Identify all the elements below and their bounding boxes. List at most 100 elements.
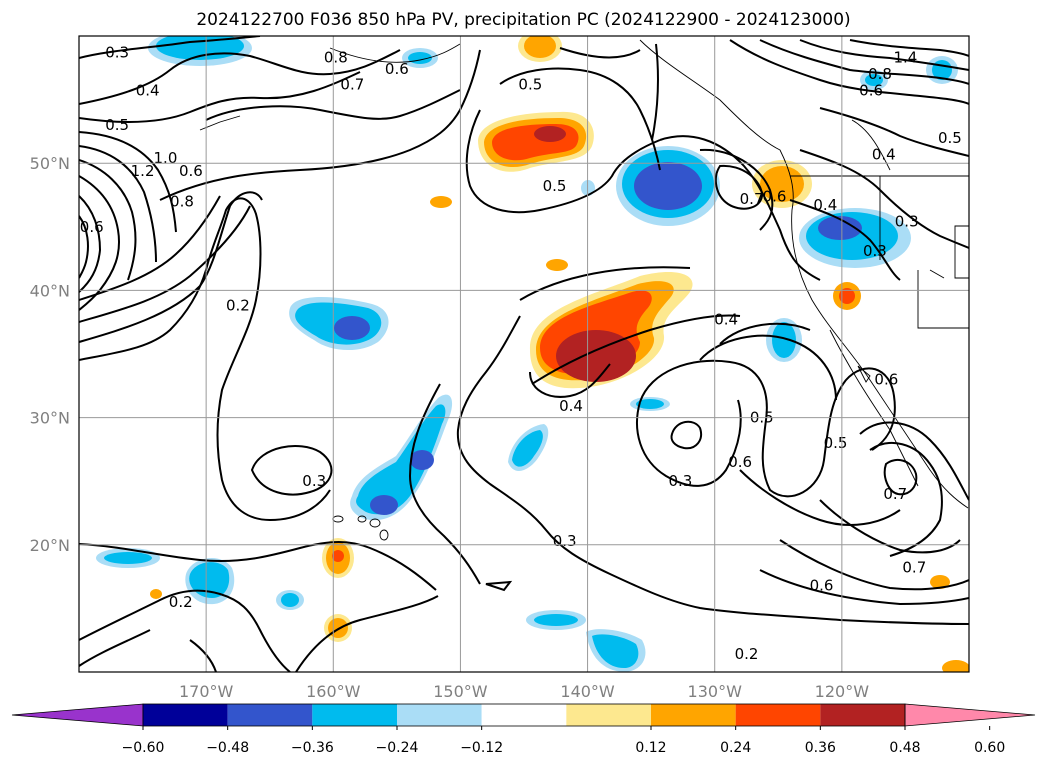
shade-positive — [942, 660, 969, 672]
contour-label: 0.6 — [763, 187, 787, 205]
contour-label: 0.6 — [859, 82, 883, 100]
shade-negative-strong — [370, 495, 398, 515]
shade-negative — [512, 430, 543, 467]
contour-line — [189, 639, 217, 672]
map-frame — [78, 35, 970, 673]
contour-label: 0.2 — [735, 645, 759, 663]
shade-positive — [524, 36, 556, 58]
contour-line — [79, 145, 157, 263]
shade-negative — [189, 562, 230, 598]
shade-positive — [930, 575, 950, 589]
contour-line — [714, 164, 764, 210]
contour-label: 0.6 — [874, 370, 898, 388]
contour-line — [869, 441, 943, 557]
contour-line — [79, 195, 102, 293]
contour-line — [670, 420, 702, 450]
shade-positive-max — [556, 330, 636, 382]
longitude-tick-label: 170°W — [179, 682, 234, 701]
contour-line — [636, 399, 742, 487]
contour-line — [729, 39, 969, 105]
shade-negative — [356, 404, 446, 515]
contour-line — [465, 109, 661, 214]
shade-negative — [636, 399, 664, 409]
contour-label: 0.4 — [559, 397, 583, 415]
contour-label: 0.5 — [543, 177, 567, 195]
contour-line — [79, 159, 137, 281]
latitude-labels: 50°N 40°N 30°N 20°N — [30, 154, 70, 555]
contour-line — [79, 205, 251, 323]
latitude-tick-label: 40°N — [30, 281, 70, 300]
colorbar-tick-label: 0.48 — [889, 740, 920, 756]
longitude-tick-label: 160°W — [306, 682, 361, 701]
contour-line — [739, 469, 901, 526]
contour-label: 0.7 — [340, 75, 364, 93]
colorbar-tick-label: −0.48 — [206, 740, 249, 756]
colorbar-tick-label: −0.36 — [291, 740, 334, 756]
contour-line — [639, 359, 896, 498]
contour-label: 0.5 — [824, 434, 848, 452]
colorbar-extend-high — [904, 703, 1036, 727]
contour-line — [295, 595, 439, 672]
contour-line — [79, 191, 263, 343]
contour-line — [651, 43, 660, 141]
contour-line — [79, 541, 437, 591]
contour-line — [79, 175, 120, 311]
colorbar-tick-label: 0.36 — [805, 740, 836, 756]
contour-label: 0.3 — [105, 44, 129, 62]
chart-title: 2024122700 F036 850 hPa PV, precipitatio… — [196, 10, 851, 30]
contour-line — [719, 322, 811, 345]
contour-label: 0.7 — [740, 190, 764, 208]
colorbar-segment — [143, 704, 228, 726]
lake — [929, 269, 945, 279]
island-big-island — [379, 529, 389, 541]
colorbar-extend-low — [11, 703, 144, 727]
state-outline — [954, 225, 969, 279]
pv-contours — [79, 36, 969, 672]
contour-line — [79, 215, 89, 279]
colorbar-tick-label: −0.24 — [376, 740, 419, 756]
colorbar-segment — [481, 704, 567, 726]
coastline-baja — [829, 329, 919, 487]
contour-line — [79, 49, 401, 105]
coastline-aleutians-west — [199, 115, 241, 131]
colorbar-tick-label: 0.60 — [974, 740, 1005, 756]
contour-line — [79, 629, 151, 667]
colorbar-tick-label: 0.24 — [720, 740, 751, 756]
contour-line — [79, 195, 221, 301]
contour-line — [799, 149, 969, 249]
contour-line — [250, 445, 333, 496]
contour-line — [789, 199, 901, 281]
contour-label: 0.2 — [226, 297, 250, 315]
contour-label: 0.5 — [938, 129, 962, 147]
colorbar-segment — [566, 704, 651, 726]
coastline-inland — [851, 119, 891, 171]
contour-line — [159, 49, 481, 201]
shade-negative — [534, 614, 578, 626]
contour-line — [456, 315, 969, 625]
colorbar-segment — [312, 704, 397, 726]
contour-line — [559, 47, 641, 59]
longitude-tick-label: 150°W — [433, 682, 488, 701]
island-hawaii — [369, 518, 381, 528]
contour-line — [759, 569, 969, 606]
contour-line — [205, 89, 461, 121]
contour-label: 0.7 — [883, 485, 907, 503]
contour-label: 0.6 — [179, 162, 203, 180]
contour-label: 0.4 — [813, 196, 837, 214]
contour-label: 0.2 — [169, 593, 193, 611]
contour-line — [849, 39, 969, 57]
shade-negative — [865, 74, 883, 86]
longitude-labels: 170°W 160°W 150°W 140°W 130°W 120°W — [179, 682, 869, 701]
latitude-tick-label: 20°N — [30, 536, 70, 555]
shade-negative-strong — [334, 316, 370, 340]
colorbar-tick-label: −0.12 — [460, 740, 503, 756]
longitude-tick-label: 140°W — [560, 682, 615, 701]
contour-label: 0.3 — [863, 242, 887, 260]
longitude-tick-label: 120°W — [815, 682, 870, 701]
contour-label: 0.4 — [872, 145, 896, 163]
shade-positive — [546, 259, 568, 271]
contour-line — [79, 36, 261, 59]
contour-line — [531, 314, 741, 385]
contour-line — [819, 499, 961, 554]
contour-label: 0.3 — [553, 532, 577, 550]
